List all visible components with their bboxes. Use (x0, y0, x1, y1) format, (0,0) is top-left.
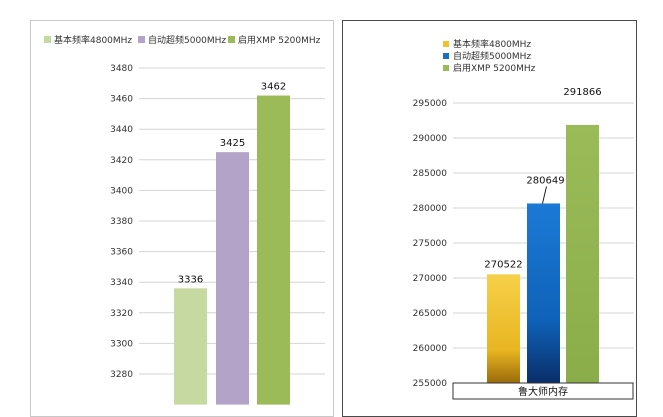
y-tick-label: 3360 (110, 248, 133, 258)
x-axis-label: 鲁大师内存 (518, 385, 568, 398)
data-label: 291866 (563, 87, 601, 98)
data-label-leader (542, 186, 547, 204)
y-tick-label: 275000 (413, 239, 448, 249)
x-axis-label-box (452, 382, 634, 400)
legend-label: 基本频率4800MHz (54, 34, 132, 46)
y-tick-label: 3480 (110, 64, 133, 74)
legend-swatch (443, 65, 449, 71)
y-tick-label: 3440 (110, 125, 133, 135)
bar (257, 95, 290, 405)
right-chart-panel: 295000 290000 285000 280000 275000 270000 2650… (342, 20, 637, 417)
y-tick-label: 3300 (110, 339, 133, 349)
data-label: 3462 (261, 82, 286, 93)
legend-swatch (443, 41, 449, 47)
y-tick-label: 285000 (413, 169, 448, 179)
data-label: 3425 (220, 138, 245, 149)
data-label: 270522 (484, 259, 522, 270)
legend-label: 自动超频5000MHz (453, 50, 531, 62)
legend-swatch (44, 36, 51, 43)
legend-label: 基本频率4800MHz (453, 38, 531, 50)
bar (566, 124, 599, 384)
legend-label: 启用XMP 5200MHz (238, 34, 321, 46)
right-chart: 295000 290000 285000 280000 275000 270000 2650… (413, 38, 634, 400)
bar (527, 203, 560, 383)
y-tick-label: 255000 (413, 379, 448, 389)
y-tick-label: 3400 (110, 186, 133, 196)
y-tick-label: 3420 (110, 156, 133, 166)
bar (216, 152, 249, 405)
left-chart: 3480 3460 3440 3420 3400 3380 3360 3340 3320 3300… (44, 34, 325, 405)
legend-label: 启用XMP 5200MHz (453, 62, 536, 74)
bar (174, 288, 207, 405)
bar (487, 274, 520, 383)
legend-swatch (138, 36, 145, 43)
y-tick-label: 260000 (413, 344, 448, 354)
y-tick-label: 270000 (413, 274, 448, 284)
y-tick-label: 280000 (413, 204, 448, 214)
legend-label: 自动超频5000MHz (148, 34, 226, 46)
y-tick-label: 3340 (110, 278, 133, 288)
y-tick-label: 3380 (110, 217, 133, 227)
legend-swatch (443, 53, 449, 59)
left-chart-panel: 3480 3460 3440 3420 3400 3380 3360 3340 3320 3300… (30, 20, 334, 417)
y-tick-label: 3280 (110, 370, 133, 380)
y-tick-label: 3320 (110, 309, 133, 319)
y-tick-label: 265000 (413, 309, 448, 319)
legend-swatch (228, 36, 235, 43)
y-tick-label: 290000 (413, 134, 448, 144)
y-tick-label: 295000 (413, 99, 448, 109)
y-tick-label: 3460 (110, 95, 133, 105)
data-label: 3336 (178, 274, 203, 285)
data-label: 280649 (526, 175, 564, 186)
